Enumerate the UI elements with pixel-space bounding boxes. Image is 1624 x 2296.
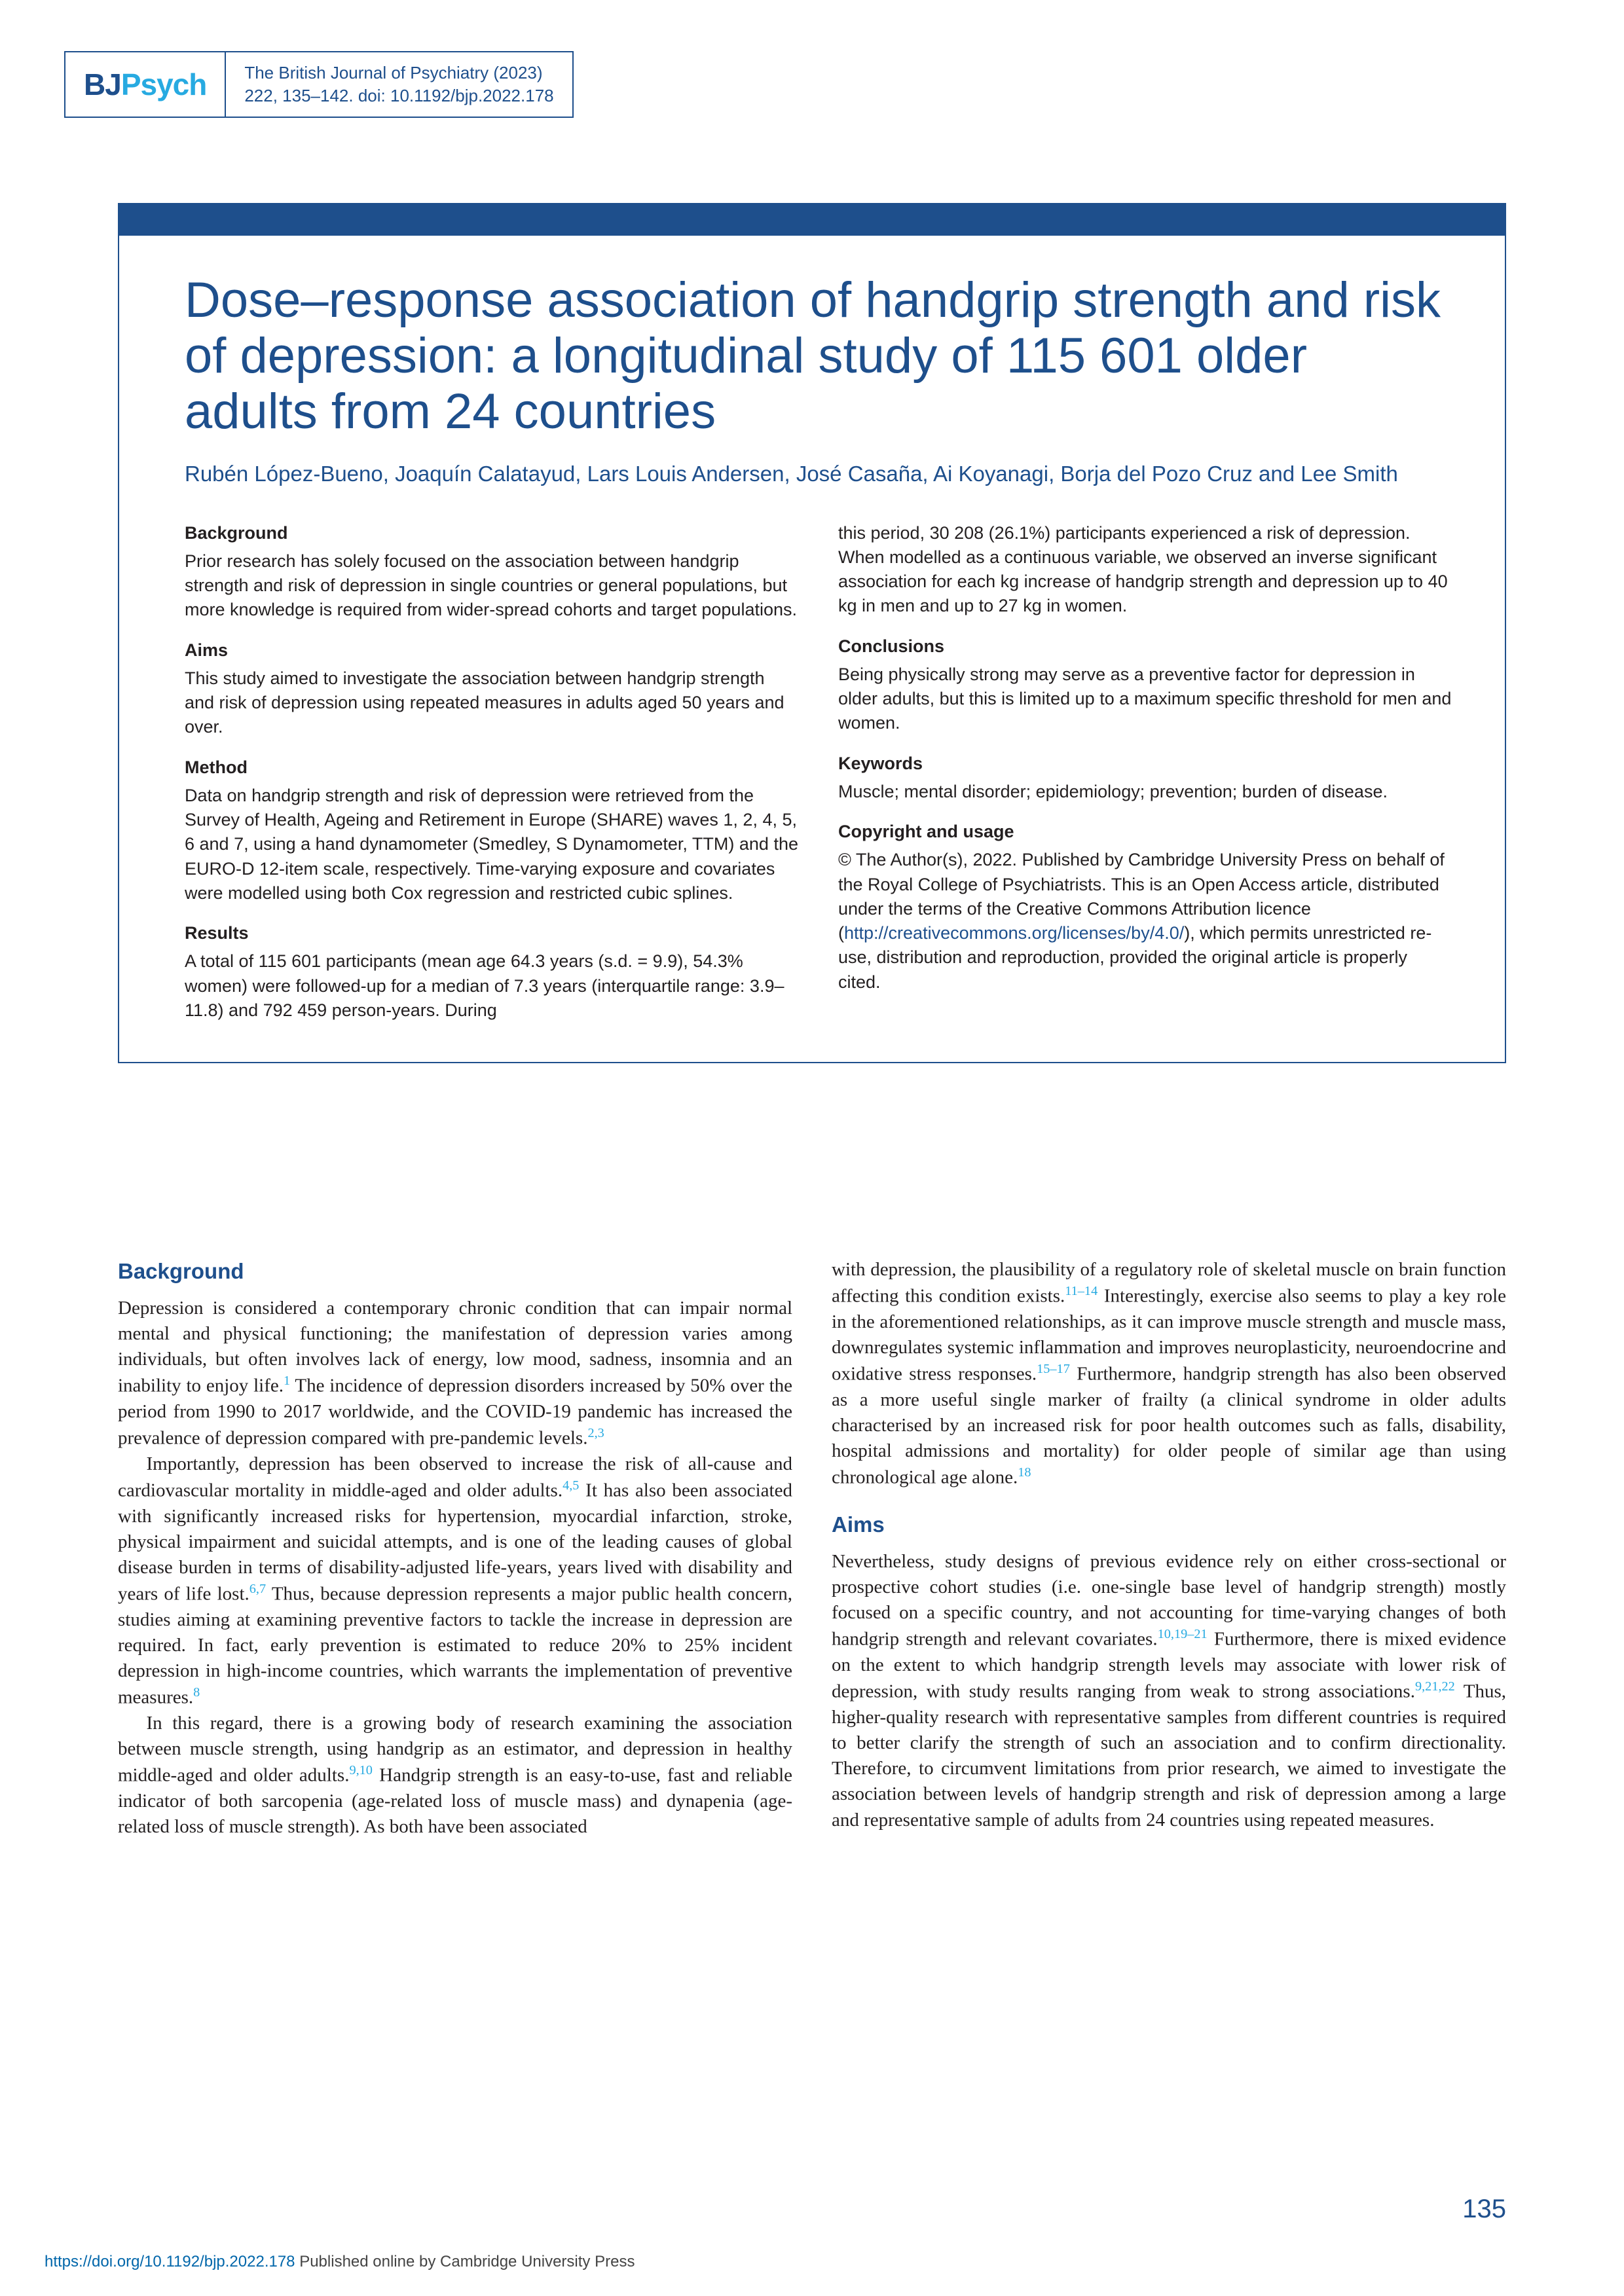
abstract-background-heading: Background [185,521,799,545]
journal-name: The British Journal of Psychiatry (2023) [244,62,553,84]
journal-logo: BJPsych [65,52,226,117]
journal-citation: 222, 135–142. doi: 10.1192/bjp.2022.178 [244,84,553,107]
ref-15-17[interactable]: 15–17 [1037,1362,1070,1376]
ref-9-10[interactable]: 9,10 [349,1763,373,1777]
abstract-copyright-text: © The Author(s), 2022. Published by Camb… [838,848,1452,994]
body-para-4: with depression, the plausibility of a r… [832,1257,1506,1491]
abstract-background-text: Prior research has solely focused on the… [185,549,799,623]
abstract-keywords-text: Muscle; mental disorder; epidemiology; p… [838,780,1452,804]
article-authors: Rubén López-Bueno, Joaquín Calatayud, La… [185,459,1452,489]
abstract-aims-text: This study aimed to investigate the asso… [185,666,799,740]
footer-pub-note: Published online by Cambridge University… [295,2253,635,2270]
abstract-method-heading: Method [185,756,799,780]
body-para-1: Depression is considered a contemporary … [118,1296,792,1451]
ref-6-7[interactable]: 6,7 [249,1582,266,1596]
title-block: Dose–response association of handgrip st… [118,236,1506,1063]
abstract-aims-heading: Aims [185,638,799,663]
abstract-keywords-heading: Keywords [838,752,1452,776]
ref-11-14[interactable]: 11–14 [1065,1284,1098,1298]
body-col-left: Background Depression is considered a co… [118,1257,792,1840]
page-number: 135 [1462,2195,1506,2224]
article-title: Dose–response association of handgrip st… [185,272,1452,439]
footer: https://doi.org/10.1192/bjp.2022.178 Pub… [45,2253,635,2271]
body-columns: Background Depression is considered a co… [118,1257,1506,1840]
ref-18[interactable]: 18 [1018,1465,1031,1480]
ref-10-19-21[interactable]: 10,19–21 [1158,1627,1208,1641]
journal-header: BJPsych The British Journal of Psychiatr… [64,51,574,118]
ref-2-3[interactable]: 2,3 [587,1426,604,1440]
abstract-results-heading: Results [185,921,799,945]
body-background-heading: Background [118,1257,792,1286]
abstract-results-text-1: A total of 115 601 participants (mean ag… [185,949,799,1023]
body-para-3: In this regard, there is a growing body … [118,1711,792,1840]
ref-9-21-22[interactable]: 9,21,22 [1415,1679,1455,1694]
ref-1[interactable]: 1 [284,1374,290,1388]
logo-bj: BJ [84,67,121,102]
abstract-col-left: Background Prior research has solely foc… [185,521,799,1023]
logo-psych: Psych [121,67,207,102]
abstract-results-text-2: this period, 30 208 (26.1%) participants… [838,521,1452,619]
abstract-conclusions-text: Being physically strong may serve as a p… [838,663,1452,736]
body-para-5: Nevertheless, study designs of previous … [832,1549,1506,1833]
abstract-columns: Background Prior research has solely foc… [185,521,1452,1023]
journal-meta: The British Journal of Psychiatry (2023)… [226,52,572,117]
body-para-2: Importantly, depression has been observe… [118,1451,792,1711]
abstract-method-text: Data on handgrip strength and risk of de… [185,784,799,905]
cc-license-link[interactable]: http://creativecommons.org/licenses/by/4… [844,923,1184,943]
title-bar [118,203,1506,236]
ref-8[interactable]: 8 [193,1685,200,1700]
body-aims-heading: Aims [832,1510,1506,1540]
body-col-right: with depression, the plausibility of a r… [832,1257,1506,1840]
footer-doi-link[interactable]: https://doi.org/10.1192/bjp.2022.178 [45,2253,295,2270]
abstract-copyright-heading: Copyright and usage [838,820,1452,844]
ref-4-5[interactable]: 4,5 [563,1478,579,1493]
abstract-conclusions-heading: Conclusions [838,634,1452,659]
abstract-col-right: this period, 30 208 (26.1%) participants… [838,521,1452,1023]
